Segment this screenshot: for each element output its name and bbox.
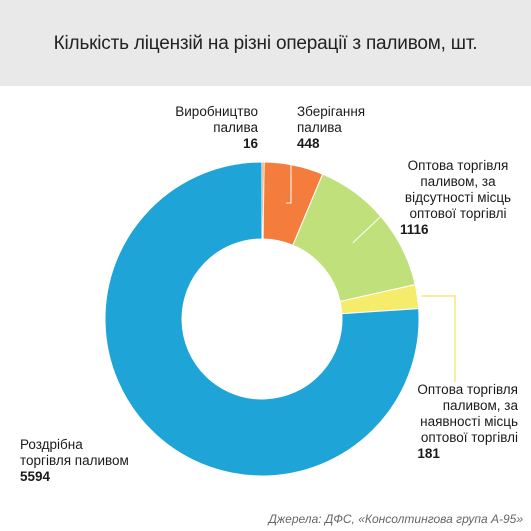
label-storage-name: Зберігання палива — [297, 104, 366, 135]
leader-storage — [286, 128, 292, 204]
label-retail-value: 5594 — [20, 469, 51, 484]
label-wholesale-without-name: Оптова торгівля паливом, за відсутності … — [404, 158, 512, 221]
label-wholesale-without: Оптова торгівля паливом, за відсутності … — [393, 158, 523, 238]
label-production-value: 16 — [242, 136, 258, 151]
label-wholesale-without-value: 1116 — [400, 222, 429, 237]
header-band — [0, 0, 531, 86]
label-storage-value: 448 — [297, 136, 320, 151]
label-storage: Зберігання палива 448 — [297, 104, 365, 152]
label-wholesale-with-value: 181 — [417, 446, 440, 461]
label-wholesale-with: Оптова торгівля паливом, за наявності мі… — [417, 382, 518, 462]
leader-wholesale-without — [352, 204, 394, 244]
source-note: Джерела: ДФС, «Консолтингова група А-95» — [268, 512, 523, 526]
label-production-name: Виробництво палива — [175, 104, 258, 135]
leader-wholesale-with — [421, 295, 456, 382]
slice-retail — [104, 161, 420, 477]
label-retail-name: Роздрібна торгівля паливом — [20, 437, 129, 468]
label-production: Виробництво палива 16 — [175, 104, 258, 152]
label-wholesale-with-name: Оптова торгівля паливом, за наявності мі… — [417, 382, 518, 445]
label-retail: Роздрібна торгівля паливом 5594 — [20, 437, 129, 485]
chart-title: Кількість ліцензій на різні операції з п… — [53, 33, 478, 54]
